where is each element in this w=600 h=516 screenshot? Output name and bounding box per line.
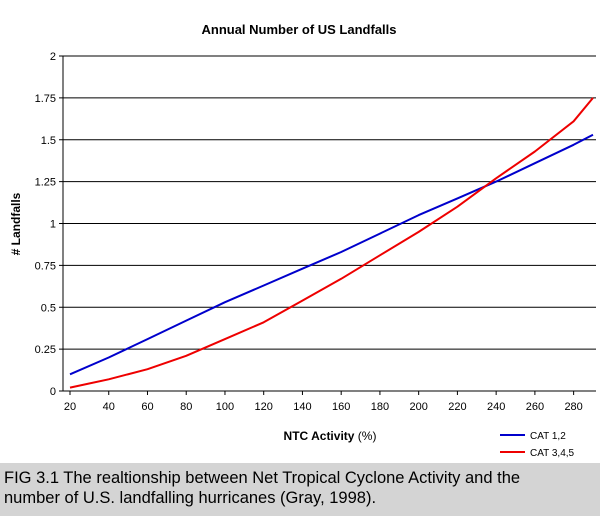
legend-label-cat345: CAT 3,4,5 [530, 448, 575, 459]
y-tick-label: 1 [50, 219, 56, 231]
x-tick-label: 200 [409, 401, 427, 413]
gridlines [63, 55, 596, 350]
x-tick-label: 120 [255, 401, 273, 413]
x-tick-label: 260 [526, 401, 544, 413]
chart: Annual Number of US Landfalls 0 0.25 0.5 0.… [9, 22, 596, 459]
caption-line-2: number of U.S. landfalling hurricanes (G… [4, 489, 377, 507]
x-tick-label: 20 [64, 401, 76, 413]
y-tick-label: 1.75 [35, 93, 56, 105]
y-tick-label: 0.5 [41, 302, 56, 314]
chart-title: Annual Number of US Landfalls [201, 22, 396, 37]
y-tick-label: 0.25 [35, 344, 56, 356]
x-tick-label: 60 [141, 401, 153, 413]
y-axis-label: # Landfalls [9, 192, 23, 255]
y-axis-ticks: 0 0.25 0.5 0.75 1 1.25 1.5 1.75 2 [35, 51, 63, 398]
x-tick-label: 220 [448, 401, 466, 413]
x-axis-label: NTC Activity (%) [284, 429, 377, 443]
caption-line-1: FIG 3.1 The realtionship between Net Tro… [4, 469, 521, 487]
x-tick-label: 240 [487, 401, 505, 413]
x-tick-label: 280 [564, 401, 582, 413]
series-line-cat345 [69, 97, 594, 389]
legend: CAT 1,2 CAT 3,4,5 [500, 431, 575, 459]
x-tick-label: 40 [103, 401, 115, 413]
x-tick-label: 180 [371, 401, 389, 413]
legend-label-cat12: CAT 1,2 [530, 431, 566, 442]
y-tick-label: 0.75 [35, 260, 56, 272]
x-tick-label: 80 [180, 401, 192, 413]
x-tick-label: 160 [332, 401, 350, 413]
y-tick-label: 1.5 [41, 135, 56, 147]
series-lines [69, 97, 594, 389]
x-tick-label: 140 [293, 401, 311, 413]
series-line-cat12 [69, 133, 594, 376]
figure-caption: FIG 3.1 The realtionship between Net Tro… [0, 463, 600, 516]
x-tick-label: 100 [216, 401, 234, 413]
y-tick-label: 0 [50, 386, 56, 398]
y-tick-label: 1.25 [35, 177, 56, 189]
x-axis-ticks: 20 40 60 80 100 120 140 160 180 200 220 240 260 280 [64, 391, 583, 413]
y-tick-label: 2 [50, 51, 56, 63]
